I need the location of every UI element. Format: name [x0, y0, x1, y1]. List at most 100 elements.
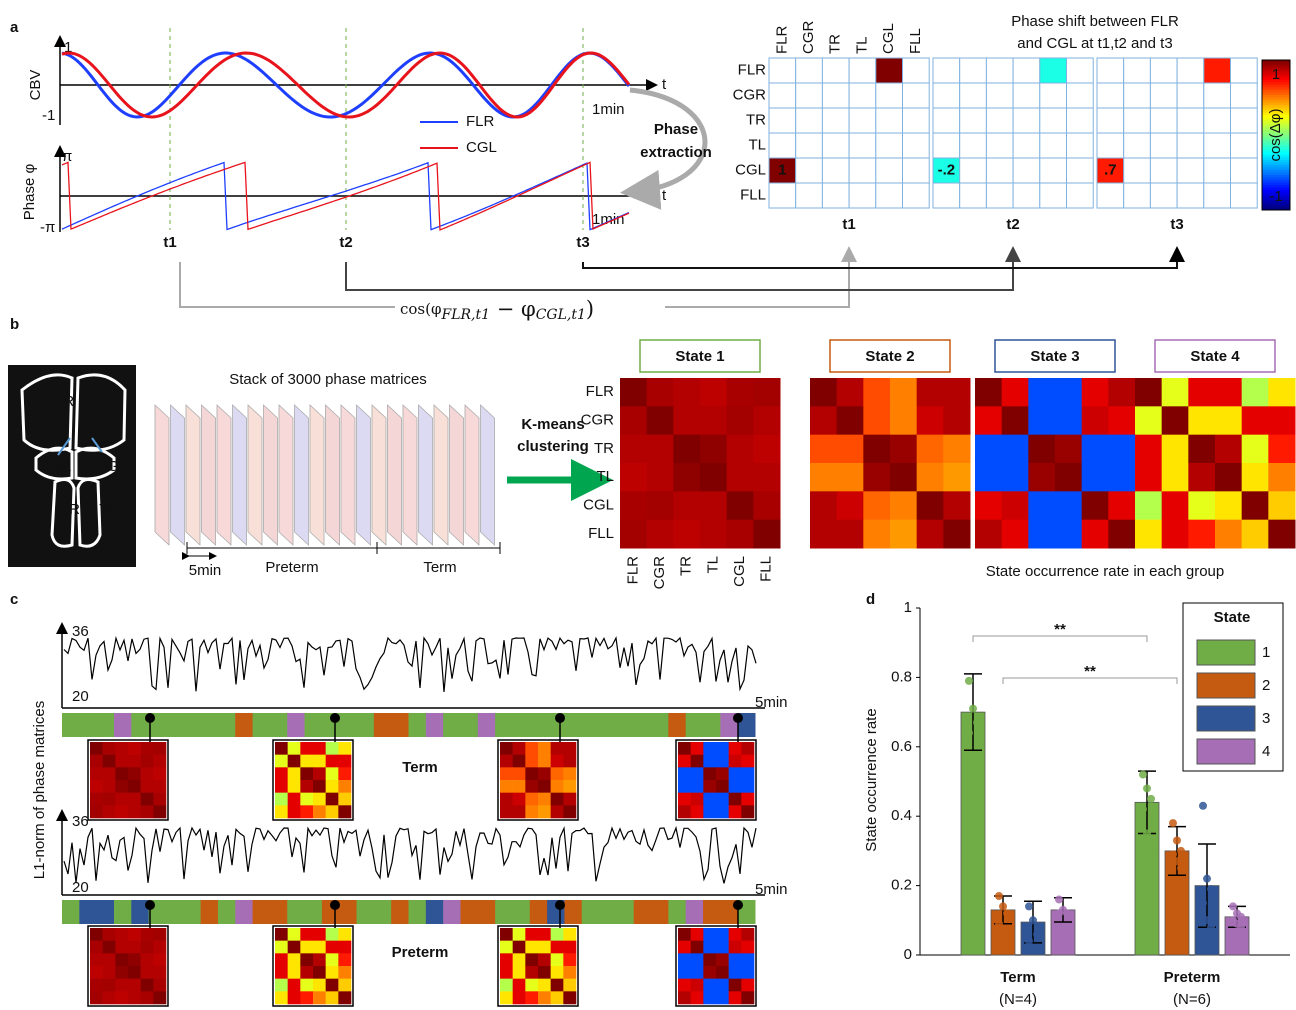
heatmap-cell — [1162, 378, 1189, 407]
heatmap-cell — [943, 520, 970, 549]
state-segment — [183, 713, 201, 737]
snapshot-cell — [338, 966, 351, 979]
snapshot-cell — [678, 979, 691, 992]
state-segment — [235, 900, 253, 924]
state-segment — [270, 900, 288, 924]
heatmap-cell — [727, 520, 754, 549]
snapshot-cell — [525, 767, 538, 780]
matrix-cell — [822, 133, 849, 158]
heatmap-cell — [975, 378, 1002, 407]
snapshot-cell — [691, 780, 704, 793]
snapshot-cell — [551, 953, 564, 966]
stem-head — [330, 900, 340, 910]
time-label: t3 — [576, 234, 589, 251]
snapshot-cell — [313, 991, 326, 1004]
heatmap-cell — [620, 520, 647, 549]
snapshot-cell — [128, 742, 141, 755]
matrix-cell — [876, 183, 903, 208]
heatmap-cell — [753, 435, 780, 464]
row-label: CGR — [733, 86, 767, 103]
matrix-cell — [876, 133, 903, 158]
data-point — [1229, 902, 1237, 910]
matrix-cell — [1204, 158, 1231, 183]
snapshot-cell — [275, 805, 288, 818]
snapshot-cell — [326, 953, 339, 966]
snapshot-cell — [275, 979, 288, 992]
snapshot-cell — [729, 793, 742, 806]
stem-head — [733, 900, 743, 910]
colorbar-label: -1 — [1269, 188, 1282, 205]
snapshot-cell — [563, 991, 576, 1004]
region-label: TR — [60, 501, 80, 518]
matrix-cell — [1067, 158, 1094, 183]
snapshot-cell — [115, 780, 128, 793]
snapshot-cell — [741, 755, 754, 768]
snapshot-cell — [313, 966, 326, 979]
colorbar-step — [1262, 95, 1290, 98]
heatmap-cell — [1082, 406, 1109, 435]
colorbar-step — [1262, 98, 1290, 101]
snapshot-cell — [729, 742, 742, 755]
heatmap-cell — [1215, 435, 1242, 464]
state-segment — [634, 900, 652, 924]
matrix-cell — [1150, 183, 1177, 208]
snapshot-cell — [115, 793, 128, 806]
colorbar-step — [1262, 90, 1290, 93]
x-tick-note: (N=4) — [999, 991, 1037, 1008]
data-point — [1055, 895, 1063, 903]
heatmap-cell — [727, 491, 754, 520]
matrix-cell — [1177, 183, 1204, 208]
heatmap-cell — [890, 520, 917, 549]
annotation: Term — [423, 559, 456, 576]
snapshot-cell — [128, 941, 141, 954]
heatmap-cell — [917, 378, 944, 407]
y-tick-label: 0.4 — [891, 807, 912, 824]
axis-label: 1min — [592, 211, 625, 228]
snapshot-cell — [313, 928, 326, 941]
region-label: CGR — [38, 458, 72, 475]
colorbar-step — [1262, 168, 1290, 171]
tick-label: 20 — [72, 879, 89, 896]
heatmap-cell — [647, 520, 674, 549]
heatmap-cell — [1162, 406, 1189, 435]
data-point — [999, 902, 1007, 910]
cell-value: -.2 — [938, 161, 956, 178]
region-label: TL — [99, 501, 117, 518]
significance-label: ** — [1054, 621, 1066, 638]
matrix-cell — [1150, 108, 1177, 133]
snapshot-cell — [313, 780, 326, 793]
snapshot-cell — [551, 928, 564, 941]
snapshot-cell — [288, 805, 301, 818]
data-point — [1207, 923, 1215, 931]
time-label: t1 — [163, 234, 176, 251]
col-label: TR — [678, 556, 695, 576]
snapshot-cell — [103, 928, 116, 941]
snapshot-cell — [90, 928, 103, 941]
snapshot-cell — [115, 953, 128, 966]
matrix-cell — [933, 133, 960, 158]
snapshot-cell — [741, 928, 754, 941]
matrix-cell — [1097, 183, 1124, 208]
panel-letter: a — [10, 19, 19, 36]
legend-swatch — [1197, 640, 1255, 665]
snapshot-cell — [115, 805, 128, 818]
annotation: 5min — [755, 881, 788, 898]
heatmap-cell — [1108, 406, 1135, 435]
snapshot-cell — [678, 793, 691, 806]
snapshot-cell — [313, 941, 326, 954]
snapshot-cell — [141, 979, 154, 992]
y-label: CBV — [27, 70, 44, 101]
snapshot-cell — [538, 793, 551, 806]
matrix-cell — [1177, 83, 1204, 108]
state-segment — [97, 900, 115, 924]
heatmap-cell — [1268, 491, 1295, 520]
snapshot-cell — [153, 928, 166, 941]
matrix-cell — [822, 183, 849, 208]
tick-label: 36 — [72, 623, 89, 640]
heatmap-cell — [1002, 463, 1029, 492]
snapshot-cell — [513, 979, 526, 992]
snapshot-cell — [288, 742, 301, 755]
legend-label: 3 — [1262, 710, 1270, 727]
snapshot-cell — [513, 966, 526, 979]
snapshot-cell — [141, 991, 154, 1004]
